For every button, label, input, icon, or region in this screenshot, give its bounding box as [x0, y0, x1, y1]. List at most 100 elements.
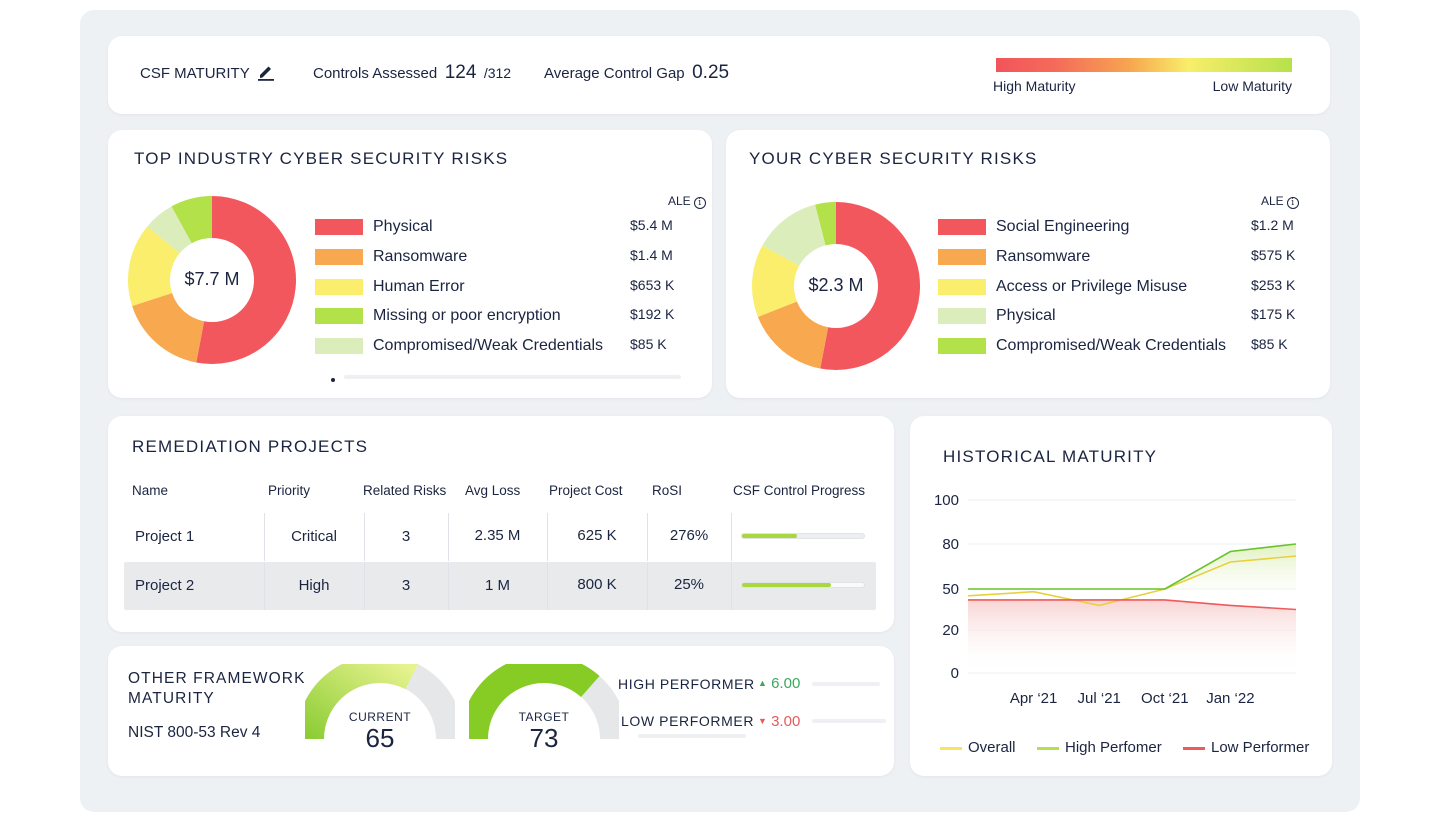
- risk-swatch: [938, 249, 986, 265]
- your-risks-card: YOUR CYBER SECURITY RISKS $2.3 M ALE i So…: [726, 130, 1330, 398]
- info-icon[interactable]: i: [1286, 197, 1299, 209]
- legend-swatch: [1183, 746, 1205, 750]
- donut-slice[interactable]: [171, 196, 214, 244]
- donut-slice[interactable]: [815, 202, 837, 246]
- gap-value: 0.25: [692, 62, 730, 83]
- ale-header: ALE i: [668, 194, 706, 209]
- progress-fill: [742, 534, 797, 538]
- legend-high-maturity: High Maturity: [993, 78, 1076, 94]
- risk-label: Physical: [373, 218, 433, 235]
- x-tick-label: Jan ‘22: [1206, 690, 1254, 707]
- table-row[interactable]: Project 1 Critical 3 2.35 M 625 K 276%: [124, 513, 876, 561]
- target-value: 73: [529, 723, 559, 753]
- controls-total: /312: [483, 65, 512, 81]
- col-priority: Priority: [268, 483, 311, 498]
- target-gauge: [469, 664, 619, 740]
- donut-slice[interactable]: [128, 226, 181, 306]
- risk-value: $575 K: [1251, 247, 1296, 263]
- x-tick-label: Oct ‘21: [1141, 690, 1189, 707]
- progress-bar: [741, 533, 865, 539]
- risk-value: $175 K: [1251, 306, 1296, 322]
- risk-item[interactable]: Missing or poor encryption: [315, 305, 715, 327]
- risk-label: Ransomware: [373, 248, 468, 265]
- y-tick-label: 0: [951, 665, 959, 682]
- donut-slice[interactable]: [762, 204, 827, 267]
- industry-total: $7.7 M: [184, 269, 240, 289]
- donut-slice[interactable]: [132, 292, 206, 363]
- legend-low-performer: Low Performer: [1183, 739, 1309, 756]
- col-project-cost: Project Cost: [549, 483, 623, 498]
- ale-header: ALE i: [1261, 194, 1299, 209]
- project-rosi: 25%: [673, 576, 705, 593]
- risk-label: Physical: [996, 307, 1056, 324]
- donut-slice[interactable]: [757, 300, 830, 369]
- donut-slice[interactable]: [147, 206, 193, 254]
- scroll-track[interactable]: [344, 375, 681, 379]
- scroll-dot: [331, 378, 335, 382]
- project-cost: 625 K: [577, 527, 617, 544]
- high-performer-label: HIGH PERFORMER: [618, 676, 755, 692]
- controls-assessed: Controls Assessed 124 /312: [313, 62, 512, 83]
- your-risks-total: $2.3 M: [808, 275, 864, 295]
- project-name[interactable]: Project 1: [135, 528, 195, 545]
- risk-swatch: [315, 279, 363, 295]
- your-risks-title: YOUR CYBER SECURITY RISKS: [749, 149, 1038, 168]
- risk-item[interactable]: Human Error: [315, 276, 715, 298]
- arrow-up-icon: ▲: [758, 678, 767, 688]
- low-performer-value: ▼ 3.00: [758, 713, 801, 730]
- csf-maturity-label: CSF MATURITY: [140, 65, 250, 82]
- high-performer-area: [968, 544, 1296, 589]
- risk-swatch: [938, 308, 986, 324]
- table-row[interactable]: Project 2 High 3 1 M 800 K 25%: [124, 562, 876, 610]
- average-control-gap: Average Control Gap 0.25: [544, 62, 730, 83]
- remediation-card: REMEDIATION PROJECTS Name Priority Relat…: [108, 416, 894, 632]
- donut-slice[interactable]: [820, 202, 920, 370]
- remediation-title: REMEDIATION PROJECTS: [132, 437, 369, 456]
- col-avg-loss: Avg Loss: [465, 483, 521, 498]
- edit-pencil-icon[interactable]: [258, 63, 274, 86]
- risk-item[interactable]: Physical: [938, 305, 1338, 327]
- risk-swatch: [938, 279, 986, 295]
- risk-item[interactable]: Compromised/Weak Credentials: [315, 335, 715, 357]
- legend-low-maturity: Low Maturity: [1212, 78, 1292, 94]
- risk-swatch: [315, 219, 363, 235]
- donut-slice[interactable]: [752, 245, 800, 317]
- col-name: Name: [132, 483, 169, 498]
- current-gauge: [305, 664, 455, 740]
- risk-swatch: [938, 338, 986, 354]
- maturity-gradient-legend: [996, 58, 1292, 72]
- risk-item[interactable]: Physical: [315, 216, 715, 238]
- risk-value: $1.2 M: [1251, 217, 1294, 233]
- high-performer-track: [812, 682, 880, 686]
- risk-item[interactable]: Ransomware: [315, 246, 715, 268]
- legend-swatch: [1037, 746, 1059, 750]
- risk-swatch: [315, 308, 363, 324]
- risk-item[interactable]: Ransomware: [938, 246, 1338, 268]
- risk-swatch: [315, 249, 363, 265]
- project-related-risks: 3: [401, 577, 411, 594]
- series-line-overall: [967, 555, 1297, 607]
- y-tick-label: 80: [942, 536, 959, 553]
- risk-value: $5.4 M: [630, 217, 673, 233]
- project-cost: 800 K: [577, 576, 617, 593]
- csf-maturity-title: CSF MATURITY: [140, 65, 250, 82]
- donut-slice[interactable]: [196, 196, 296, 364]
- historical-chart: 0 20 50 80 100 Apr ‘21 Jul ‘21 Oct ‘21 Jan ‘22: [934, 492, 1297, 707]
- risk-value: $192 K: [630, 306, 675, 322]
- x-tick-label: Apr ‘21: [1010, 690, 1058, 707]
- target-label: TARGET: [518, 710, 570, 724]
- risk-item[interactable]: Compromised/Weak Credentials: [938, 335, 1338, 357]
- other-framework-title: OTHER FRAMEWORK MATURITY: [128, 670, 306, 707]
- x-tick-label: Jul ‘21: [1078, 690, 1121, 707]
- risk-value: $253 K: [1251, 277, 1296, 293]
- risk-item[interactable]: Social Engineering: [938, 216, 1338, 238]
- risk-value: $1.4 M: [630, 247, 673, 263]
- risk-value: $85 K: [630, 336, 667, 352]
- risk-item[interactable]: Access or Privilege Misuse: [938, 276, 1338, 298]
- info-icon[interactable]: i: [693, 197, 706, 209]
- framework-name: NIST 800-53 Rev 4: [128, 724, 261, 741]
- project-avg-loss: 1 M: [484, 577, 510, 594]
- legend-overall: Overall: [940, 739, 1016, 756]
- project-name[interactable]: Project 2: [135, 577, 195, 594]
- header-card: CSF MATURITY Controls Assessed 124 /312 …: [108, 36, 1330, 114]
